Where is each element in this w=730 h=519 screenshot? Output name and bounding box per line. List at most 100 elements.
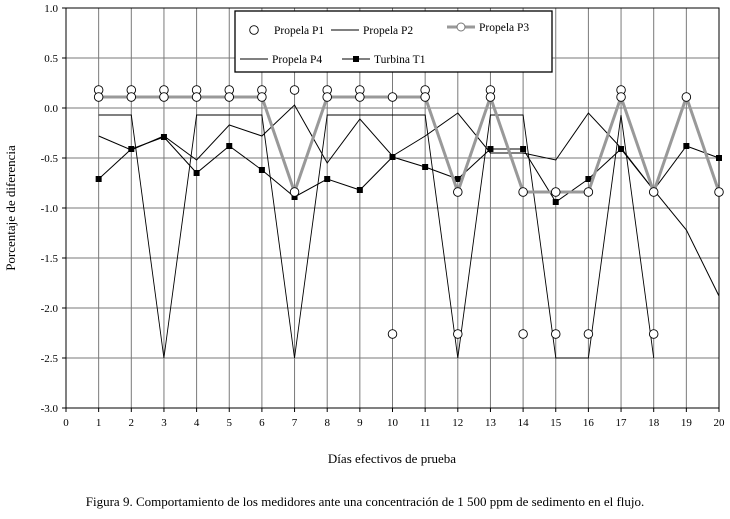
x-tick-label: 11 bbox=[420, 417, 431, 429]
series-marker-propela-p1 bbox=[224, 92, 234, 102]
legend-label: Propela P4 bbox=[272, 54, 322, 66]
x-tick-label: 4 bbox=[194, 417, 200, 429]
series-marker-turbina-t1 bbox=[683, 143, 690, 149]
series-marker-propela-p1 bbox=[289, 85, 300, 95]
series-line-propela-p4 bbox=[98, 114, 655, 359]
series-marker-turbina-t1 bbox=[552, 199, 559, 205]
x-tick-label: 0 bbox=[63, 417, 69, 429]
series-marker-propela-p1 bbox=[714, 187, 724, 197]
series-marker-propela-p1 bbox=[551, 329, 561, 339]
legend-box bbox=[234, 10, 553, 73]
series-marker-turbina-t1 bbox=[291, 194, 298, 200]
series-marker-turbina-t1 bbox=[389, 154, 396, 160]
x-tick-label: 14 bbox=[518, 417, 530, 429]
y-tick-label: -1.5 bbox=[41, 253, 59, 265]
series-marker-propela-p1 bbox=[453, 329, 463, 339]
series-marker-propela-p1 bbox=[126, 92, 137, 102]
legend-label: Propela P1 bbox=[274, 25, 324, 37]
series-marker-propela-p1 bbox=[387, 92, 398, 102]
x-tick-label: 9 bbox=[357, 417, 363, 429]
legend-label: Turbina T1 bbox=[374, 54, 426, 66]
legend-swatch-marker-propela-p3 bbox=[456, 22, 466, 32]
x-tick-label: 18 bbox=[648, 417, 660, 429]
series-marker-turbina-t1 bbox=[716, 155, 722, 161]
series-marker-turbina-t1 bbox=[258, 167, 265, 173]
series-marker-turbina-t1 bbox=[226, 143, 233, 149]
series-group bbox=[93, 85, 724, 359]
x-tick-label: 7 bbox=[292, 417, 298, 429]
x-tick-label: 12 bbox=[452, 417, 463, 429]
legend-item: Propela P2 bbox=[331, 25, 413, 37]
series-marker-turbina-t1 bbox=[487, 146, 494, 152]
legend-label: Propela P3 bbox=[479, 22, 529, 34]
series-marker-propela-p1 bbox=[93, 92, 104, 102]
y-tick-label: 1.0 bbox=[44, 3, 58, 15]
series-marker-turbina-t1 bbox=[128, 146, 135, 152]
x-axis-title: Días efectivos de prueba bbox=[328, 451, 456, 466]
series-marker-propela-p1 bbox=[387, 329, 398, 339]
series-marker-propela-p1 bbox=[322, 92, 332, 102]
series-marker-propela-p1 bbox=[518, 187, 528, 197]
x-tick-label: 20 bbox=[714, 417, 726, 429]
series-marker-propela-p1 bbox=[583, 329, 594, 339]
series-marker-turbina-t1 bbox=[454, 176, 461, 182]
legend-swatch-marker-turbina-t1 bbox=[353, 56, 359, 62]
series-marker-turbina-t1 bbox=[618, 146, 625, 152]
series-line-propela-p2 bbox=[98, 104, 720, 297]
series-marker-turbina-t1 bbox=[356, 187, 363, 193]
legend-label: Propela P2 bbox=[363, 25, 413, 37]
series-marker-turbina-t1 bbox=[422, 164, 429, 170]
series-marker-propela-p1 bbox=[485, 92, 496, 102]
x-tick-label: 17 bbox=[616, 417, 628, 429]
y-tick-label: -3.0 bbox=[41, 403, 59, 415]
x-tick-label: 13 bbox=[485, 417, 497, 429]
grid bbox=[66, 8, 719, 408]
series-marker-turbina-t1 bbox=[193, 170, 200, 176]
series-marker-propela-p1 bbox=[289, 187, 300, 197]
x-tick-label: 10 bbox=[387, 417, 399, 429]
x-tick-label: 19 bbox=[681, 417, 693, 429]
series-marker-turbina-t1 bbox=[585, 176, 592, 182]
series-marker-propela-p1 bbox=[648, 187, 659, 197]
x-tick-label: 8 bbox=[324, 417, 330, 429]
series-marker-propela-p1 bbox=[159, 92, 169, 102]
legend-item: Turbina T1 bbox=[342, 54, 426, 66]
line-chart: 0 1 2 3 4 5 6 7 8 9 10 11 12 13 14 15 16 17 18 19 201.00.50.… bbox=[3, 3, 725, 466]
series-marker-propela-p1 bbox=[648, 329, 659, 339]
x-tick-label: 16 bbox=[583, 417, 595, 429]
series-marker-propela-p1 bbox=[551, 187, 561, 197]
y-tick-label: -2.5 bbox=[41, 353, 59, 365]
y-tick-label: -1.0 bbox=[41, 203, 59, 215]
legend-item: Propela P4 bbox=[240, 54, 322, 66]
series-marker-propela-p1 bbox=[257, 92, 267, 102]
legend-item: Propela P3 bbox=[447, 22, 529, 34]
x-tick-label: 3 bbox=[161, 417, 167, 429]
series-marker-propela-p1 bbox=[583, 187, 594, 197]
series-marker-turbina-t1 bbox=[160, 134, 167, 140]
series-marker-propela-p1 bbox=[681, 92, 692, 102]
series-marker-propela-p1 bbox=[616, 92, 626, 102]
series-marker-propela-p1 bbox=[518, 329, 528, 339]
y-tick-label: -2.0 bbox=[41, 303, 59, 315]
series-line-propela-p3 bbox=[98, 92, 721, 197]
x-tick-label: 15 bbox=[550, 417, 562, 429]
figure-caption: Figura 9. Comportamiento de los medidore… bbox=[85, 494, 645, 509]
y-axis-title: Porcentaje de diferencia bbox=[3, 145, 18, 271]
x-tick-label: 6 bbox=[259, 417, 265, 429]
series-marker-propela-p1 bbox=[191, 92, 202, 102]
series-marker-propela-p1 bbox=[355, 92, 365, 102]
series-marker-turbina-t1 bbox=[324, 176, 331, 182]
y-tick-label: -0.5 bbox=[41, 153, 59, 165]
axes: 0 1 2 3 4 5 6 7 8 9 10 11 12 13 14 15 16 17 18 19 201.00.50.… bbox=[41, 3, 725, 429]
series-marker-turbina-t1 bbox=[95, 176, 102, 182]
x-tick-label: 2 bbox=[129, 417, 135, 429]
legend: Propela P1 Propela P2 Propela P3 Propela P4… bbox=[234, 10, 553, 73]
legend-item: Propela P1 bbox=[249, 25, 324, 37]
x-tick-label: 5 bbox=[227, 417, 233, 429]
series-marker-turbina-t1 bbox=[520, 146, 527, 152]
legend-swatch-propela-p1 bbox=[249, 25, 259, 35]
series-marker-propela-p1 bbox=[420, 92, 430, 102]
x-tick-label: 1 bbox=[96, 417, 102, 429]
series-line-turbina-t1 bbox=[98, 136, 720, 203]
series-marker-propela-p1 bbox=[453, 187, 463, 197]
